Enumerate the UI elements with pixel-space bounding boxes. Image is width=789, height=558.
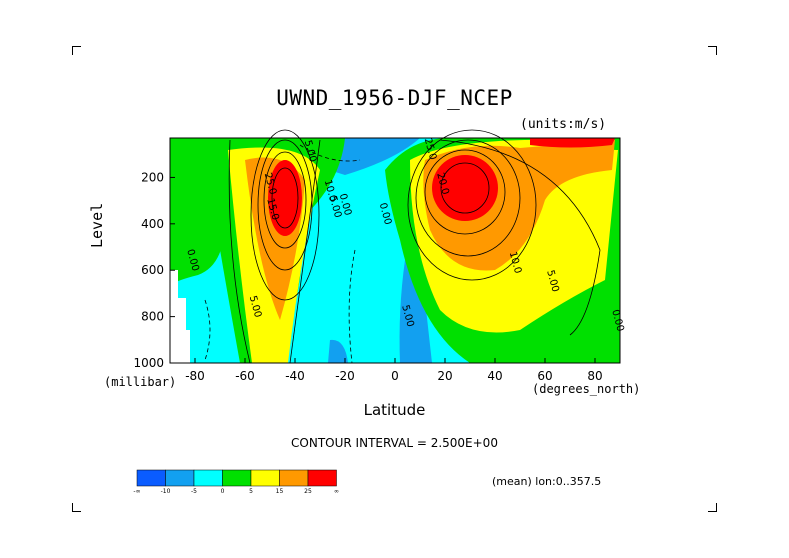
red-polar-top [530,138,615,148]
contour-fills [170,138,620,363]
colorbar-swatch [307,469,337,487]
negative-patch-small [328,339,348,363]
x-axis-unit: (degrees_north) [532,382,641,396]
y-tick-label: 600 [141,263,164,277]
y-tick-label: 200 [141,170,164,184]
contour-interval-text: CONTOUR INTERVAL = 2.500E+00 [291,436,498,450]
colorbar-swatch [165,469,195,487]
x-axis-ticks: -80 -60 -40 -20 0 20 40 60 80 [185,358,603,383]
colorbar-swatch [136,469,166,487]
x-tick-label: 60 [537,369,552,383]
y-axis-unit: (millibar) [104,375,177,389]
colorbar: -∞ -10 -5 0 5 15 25 ∞ [133,469,339,495]
y-axis-ticks: 200 400 600 800 1000 [133,170,175,370]
y-tick-label: 1000 [133,356,164,370]
x-tick-label: 0 [391,369,399,383]
chart-title: UWND_1956-DJF_NCEP [276,86,513,110]
colorbar-swatch [279,469,309,487]
corner-mark-top-left [72,46,81,55]
colorbar-level-label: -∞ [133,488,140,495]
negative-patch-equator [399,260,432,363]
colorbar-swatch [250,469,280,487]
x-tick-label: 40 [487,369,502,383]
colorbar-swatch [193,469,223,487]
colorbar-level-label: 0 [221,488,225,495]
y-tick-label: 800 [141,310,164,324]
corner-mark-bottom-right [708,503,717,512]
red-sh-jet-core [268,160,302,236]
colorbar-level-label: -5 [191,488,197,495]
y-tick-label: 400 [141,217,164,231]
missing-data-area [170,270,190,363]
x-tick-label: -60 [235,369,255,383]
x-tick-label: 80 [587,369,602,383]
units-label: (units:m/s) [520,117,607,132]
colorbar-level-label: -10 [161,488,171,495]
x-tick-label: 20 [437,369,452,383]
x-tick-label: -80 [185,369,205,383]
colorbar-level-label: 15 [276,488,284,495]
colorbar-level-label: 25 [304,488,312,495]
x-tick-label: -40 [285,369,305,383]
red-nh-jet-core [432,155,498,221]
colorbar-level-label: ∞ [334,488,339,495]
corner-mark-bottom-left [72,503,81,512]
x-axis-label: Latitude [363,401,426,419]
corner-mark-top-right [708,46,717,55]
colorbar-level-label: 5 [249,488,253,495]
colorbar-swatch [222,469,252,487]
x-tick-label: -20 [335,369,355,383]
contour-lines [204,129,601,364]
mean-longitude-text: (mean) lon:0..357.5 [492,475,602,488]
